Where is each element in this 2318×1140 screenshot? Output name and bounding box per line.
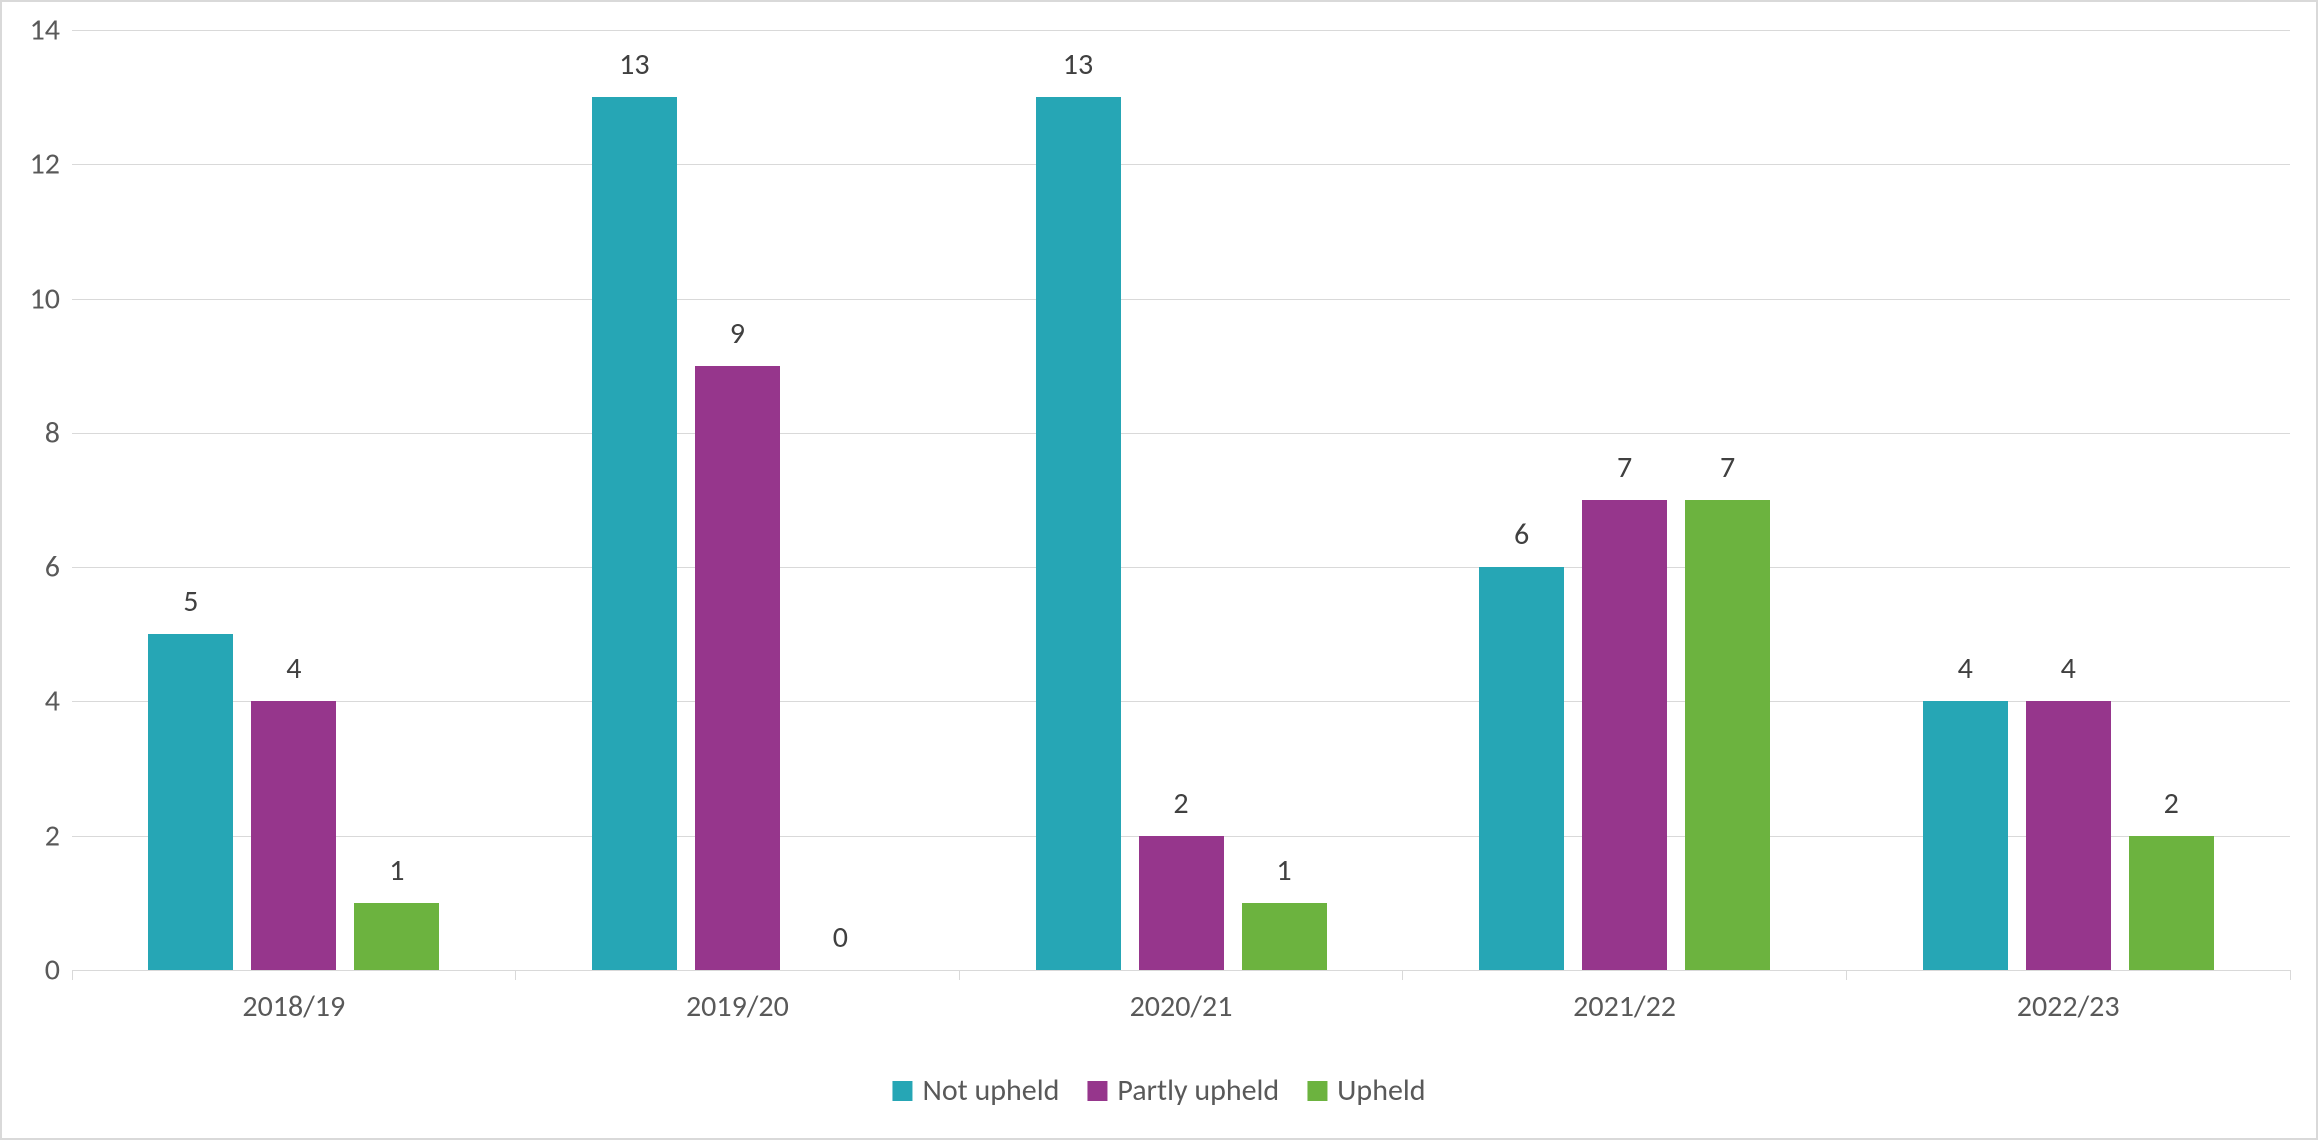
gridline — [72, 30, 2290, 31]
legend-swatch — [1087, 1081, 1107, 1101]
x-tick-mark — [515, 970, 516, 980]
bar-value-label: 4 — [286, 650, 301, 687]
bar-value-label: 2 — [1173, 785, 1188, 822]
gridline — [72, 567, 2290, 568]
bar — [2026, 701, 2111, 970]
legend-label: Partly upheld — [1117, 1072, 1279, 1109]
bar-value-label: 7 — [1617, 449, 1632, 486]
bar-value-label: 4 — [2061, 650, 2076, 687]
bar — [148, 634, 233, 970]
bar — [1685, 500, 1770, 970]
x-tick-label: 2021/22 — [1573, 988, 1676, 1025]
bar — [592, 97, 677, 970]
bar-value-label: 6 — [1514, 516, 1529, 553]
legend-label: Upheld — [1337, 1072, 1425, 1109]
legend-label: Not upheld — [922, 1072, 1059, 1109]
bar-value-label: 5 — [183, 583, 198, 620]
bar — [2129, 836, 2214, 970]
legend-item: Partly upheld — [1087, 1072, 1279, 1109]
legend-item: Upheld — [1307, 1072, 1425, 1109]
chart-container: 024681012145412018/1913902019/2013212020… — [0, 0, 2318, 1140]
bar — [354, 903, 439, 970]
gridline — [72, 164, 2290, 165]
bar — [251, 701, 336, 970]
gridline — [72, 299, 2290, 300]
legend-swatch — [1307, 1081, 1327, 1101]
x-tick-mark — [1402, 970, 1403, 980]
bar-value-label: 1 — [1276, 852, 1291, 889]
bar-value-label: 7 — [1720, 449, 1735, 486]
bar — [1582, 500, 1667, 970]
legend-item: Not upheld — [892, 1072, 1059, 1109]
x-tick-mark — [72, 970, 73, 980]
x-tick-mark — [2290, 970, 2291, 980]
bar-value-label: 4 — [1958, 650, 1973, 687]
bar — [1242, 903, 1327, 970]
x-tick-mark — [959, 970, 960, 980]
x-tick-mark — [1846, 970, 1847, 980]
bar — [1923, 701, 2008, 970]
x-tick-label: 2019/20 — [686, 988, 789, 1025]
bar-value-label: 13 — [1063, 46, 1093, 83]
bar-value-label: 1 — [389, 852, 404, 889]
bar — [695, 366, 780, 970]
bar — [1139, 836, 1224, 970]
legend: Not upheld Partly upheld Upheld — [892, 1072, 1425, 1109]
bar-value-label: 0 — [833, 919, 848, 956]
x-tick-label: 2018/19 — [242, 988, 345, 1025]
gridline — [72, 433, 2290, 434]
x-tick-label: 2020/21 — [1130, 988, 1233, 1025]
gridline — [72, 970, 2290, 971]
x-tick-label: 2022/23 — [2017, 988, 2120, 1025]
bar — [1036, 97, 1121, 970]
legend-swatch — [892, 1081, 912, 1101]
bar — [1479, 567, 1564, 970]
plot-area: 024681012145412018/1913902019/2013212020… — [72, 30, 2290, 970]
bar-value-label: 9 — [730, 315, 745, 352]
bar-value-label: 2 — [2164, 785, 2179, 822]
bar-value-label: 13 — [619, 46, 649, 83]
